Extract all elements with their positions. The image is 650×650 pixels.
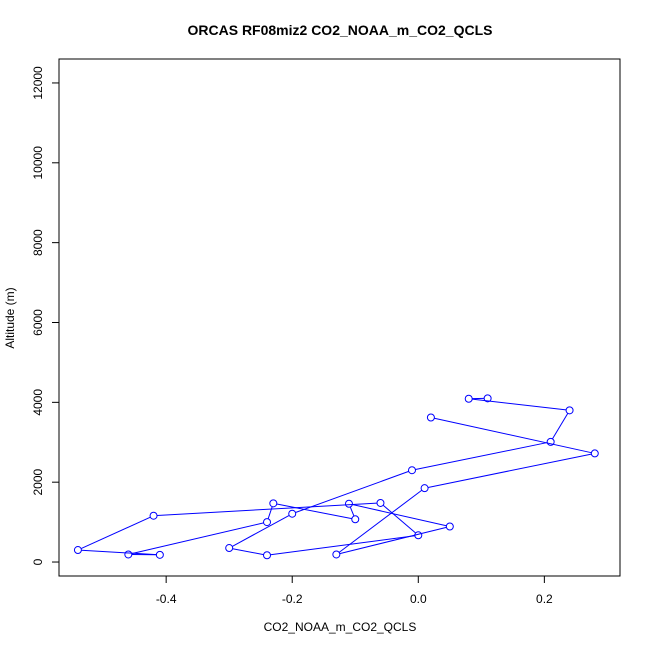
x-tick-label: 0.2 [536,592,553,606]
data-point [376,498,385,507]
data-point [73,546,82,555]
series-line-segment [338,489,423,553]
y-tick-label: 8000 [31,229,45,256]
series-line-segment [352,504,447,527]
series-line-segment [434,417,592,454]
series-line-segment [382,504,416,534]
series-line-segment [349,506,355,517]
series-line-segment [232,548,264,556]
series-line-segment [295,470,409,513]
series-line-segment [232,514,290,547]
series-line-segment [339,526,447,555]
data-point [407,466,416,475]
series-line-segment [427,453,592,488]
series-line-segment [157,502,378,517]
data-point [351,515,360,524]
data-point [263,551,272,560]
series-line-segment [276,503,352,520]
series-line-segment [131,522,264,555]
y-tick-label: 2000 [31,469,45,496]
series-line-segment [80,516,151,550]
series-line-segment [415,442,548,470]
data-point [420,484,429,493]
data-point [263,518,272,527]
chart-title: ORCAS RF08miz2 CO2_NOAA_m_CO2_QCLS [188,22,493,38]
data-point [546,437,555,446]
series-line-segment [270,535,415,556]
y-axis-label: Altitude (m) [3,287,17,348]
data-point [445,522,454,531]
data-point [414,531,423,540]
y-axis: 0 2000 4000 6000 8000 10000 12000 [31,66,59,565]
data-point [269,499,278,508]
data-point [565,406,574,415]
data-point [464,394,473,403]
y-tick-label: 0 [31,558,45,565]
series-line-segment [472,398,567,411]
series-line-segment [552,413,569,440]
x-axis: -0.4 -0.2 0.0 0.2 [156,575,553,606]
data-point [344,499,353,508]
data-point [288,509,297,518]
y-tick-label: 6000 [31,309,45,336]
data-point [155,550,164,559]
data-point [149,511,158,520]
series-line-segment [81,549,157,556]
data-point [483,394,492,403]
data-point [332,550,341,559]
x-tick-label: 0.0 [410,592,427,606]
data-point [124,550,133,559]
data-point [426,413,435,422]
x-tick-label: -0.2 [282,592,303,606]
data-point [590,449,599,458]
data-series [73,394,599,560]
data-point [225,544,234,553]
plot-frame [58,58,621,577]
x-axis-label: CO2_NOAA_m_CO2_QCLS [264,620,417,634]
x-tick-label: -0.4 [156,592,177,606]
y-tick-label: 12000 [31,66,45,100]
y-tick-label: 10000 [31,146,45,180]
y-tick-label: 4000 [31,389,45,416]
series-line-segment [267,506,273,519]
